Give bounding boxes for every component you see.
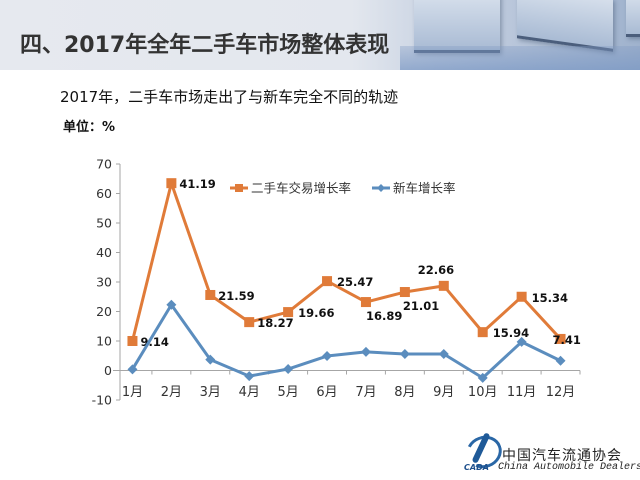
data-label: 15.34 <box>532 291 568 305</box>
x-tick-label: 8月 <box>394 385 415 400</box>
diamond-marker-icon <box>438 348 449 359</box>
diamond-marker-icon <box>322 351 333 362</box>
legend-diamond-marker-icon <box>377 184 385 192</box>
x-tick-label: 4月 <box>239 385 260 400</box>
header-decor-cube <box>626 0 640 37</box>
x-tick-label: 2月 <box>161 385 182 400</box>
data-label: 25.47 <box>337 275 373 289</box>
x-tick-label: 12月 <box>546 385 576 400</box>
square-marker-icon <box>283 307 294 318</box>
diamond-marker-icon <box>360 346 371 357</box>
x-tick-label: 3月 <box>200 385 221 400</box>
y-tick-label: 60 <box>96 186 112 201</box>
header-decor-floor <box>400 46 640 70</box>
square-marker-icon <box>205 289 216 300</box>
legend-label: 二手车交易增长率 <box>251 181 351 196</box>
logo-abbr: CADA <box>464 463 489 472</box>
square-marker-icon <box>399 287 410 298</box>
square-marker-icon <box>360 297 371 308</box>
data-label: 15.94 <box>493 326 529 340</box>
slide-subtitle: 2017年，二手车市场走出了与新车完全不同的轨迹 <box>60 88 399 106</box>
y-tick-label: -10 <box>92 393 112 408</box>
legend-label: 新车增长率 <box>393 181 456 196</box>
data-label: 18.27 <box>257 316 293 330</box>
used-car-growth-line <box>131 181 562 342</box>
y-tick-label: 30 <box>96 275 112 290</box>
slide-title: 四、2017年全年二手车市场整体表现 <box>20 33 390 58</box>
diamond-marker-icon <box>399 348 410 359</box>
diamond-marker-icon <box>166 299 177 310</box>
y-tick-label: 50 <box>96 216 112 231</box>
new-car-growth-line <box>131 303 562 380</box>
square-marker-icon <box>322 276 333 287</box>
diamond-marker-icon <box>477 372 488 383</box>
diamond-marker-icon <box>516 336 527 347</box>
diamond-marker-icon <box>205 354 216 365</box>
data-label: 16.89 <box>366 309 402 323</box>
x-tick-label: 9月 <box>433 385 454 400</box>
data-label: 7.41 <box>553 333 581 347</box>
diamond-marker-icon <box>244 371 255 382</box>
y-tick-label: 70 <box>96 157 112 172</box>
x-tick-label: 5月 <box>277 385 298 400</box>
diamond-marker-icon <box>127 364 138 375</box>
x-tick-label: 11月 <box>507 385 537 400</box>
y-tick-label: 40 <box>96 245 112 260</box>
square-marker-icon <box>516 291 527 302</box>
cada-logo: CADA 中国汽车流通协会 China Automobile Dealers <box>461 430 640 476</box>
x-tick-label: 1月 <box>122 385 143 400</box>
x-tick-label: 7月 <box>355 385 376 400</box>
diamond-marker-icon <box>283 364 294 375</box>
logo-name-en: China Automobile Dealers <box>498 462 640 473</box>
x-tick-label: 10月 <box>468 385 498 400</box>
diamond-marker-icon <box>555 355 566 366</box>
unit-label: 单位：% <box>63 120 116 135</box>
square-marker-icon <box>244 317 255 328</box>
square-marker-icon <box>555 333 566 344</box>
data-label: 19.66 <box>298 306 334 320</box>
y-tick-label: 10 <box>96 334 112 349</box>
legend-square-marker-icon <box>235 184 243 192</box>
logo-name-cn: 中国汽车流通协会 <box>502 448 622 464</box>
x-tick-label: 6月 <box>316 385 337 400</box>
data-label: 41.19 <box>179 177 215 191</box>
square-marker-icon <box>166 178 177 189</box>
y-tick-label: 20 <box>96 304 112 319</box>
data-label: 21.01 <box>403 299 439 313</box>
data-label: 22.66 <box>418 263 454 277</box>
square-marker-icon <box>438 280 449 291</box>
data-label: 21.59 <box>218 289 254 303</box>
y-tick-label: 0 <box>104 363 112 378</box>
square-marker-icon <box>477 327 488 338</box>
square-marker-icon <box>127 336 138 346</box>
slide-header-banner <box>0 0 640 70</box>
